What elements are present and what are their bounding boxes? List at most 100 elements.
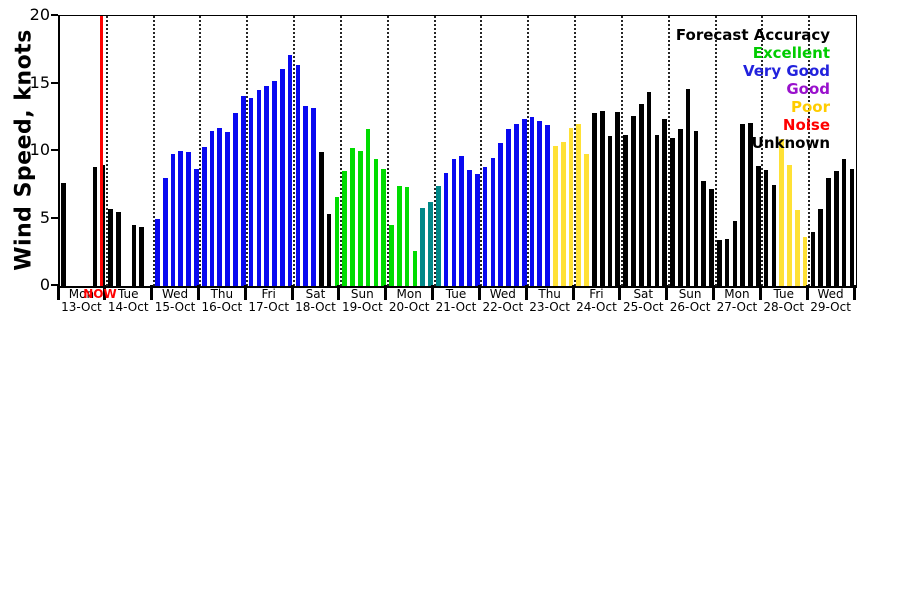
day-gridline [199, 16, 202, 286]
x-weekday-label: Tue [117, 287, 139, 301]
x-weekday-label: Sun [350, 287, 374, 301]
forecast-bar [537, 121, 543, 286]
forecast-bar [724, 238, 730, 286]
forecast-bar [646, 91, 652, 286]
forecast-bar [396, 186, 402, 286]
day-gridline [620, 16, 623, 286]
x-weekday-label: Tue [773, 287, 795, 301]
day-boundary-tick [290, 285, 294, 300]
forecast-bar [264, 86, 269, 286]
forecast-bar [295, 64, 301, 286]
forecast-bar [514, 124, 519, 286]
forecast-bar [194, 168, 199, 286]
day-boundary-tick [618, 285, 622, 300]
x-date-label: 16-Oct [201, 300, 243, 314]
day-boundary-tick [196, 285, 200, 300]
x-weekday-label: Thu [210, 287, 234, 301]
x-date-label: 14-Oct [107, 300, 149, 314]
forecast-bar [693, 130, 699, 286]
day-boundary-tick [805, 285, 809, 300]
day-gridline [574, 16, 577, 286]
forecast-bar [748, 122, 753, 286]
now-label: NOW [83, 287, 117, 301]
forecast-bar [342, 171, 348, 286]
forecast-bar [732, 221, 738, 286]
forecast-bar [217, 128, 223, 286]
day-boundary-tick [337, 285, 341, 300]
forecast-bar [545, 125, 550, 286]
forecast-bar [740, 124, 746, 286]
forecast-bar [685, 88, 691, 286]
day-gridline [105, 16, 108, 286]
x-weekday-label: Tue [445, 287, 467, 301]
forecast-bar [794, 210, 800, 286]
forecast-bar [162, 178, 168, 286]
forecast-bar [677, 129, 683, 286]
forecast-bar [631, 115, 636, 286]
y-tick-label: 15 [29, 72, 50, 92]
x-date-label: 13-Oct [61, 300, 102, 314]
forecast-bar [209, 130, 215, 286]
forecast-bar [529, 117, 535, 286]
y-tick-label: 0 [39, 275, 50, 294]
forecast-bar [201, 146, 207, 286]
x-weekday-label: Sat [633, 287, 654, 301]
forecast-bar [326, 214, 332, 286]
day-gridline [293, 16, 296, 286]
day-gridline [480, 16, 483, 286]
forecast-bar [420, 207, 426, 286]
forecast-bar [701, 180, 706, 286]
forecast-bar [155, 218, 160, 286]
forecast-bar [256, 90, 262, 286]
y-tick-mark [51, 216, 58, 219]
legend-title: Forecast Accuracy [675, 26, 830, 44]
x-weekday-label: Sun [678, 287, 702, 301]
forecast-bar [357, 151, 363, 286]
x-weekday-label: Wed [817, 287, 844, 301]
forecast-bar [654, 134, 660, 286]
forecast-bar [490, 157, 496, 286]
day-boundary-tick [665, 285, 669, 300]
y-tick-mark [51, 81, 58, 84]
y-tick-mark [51, 149, 58, 151]
forecast-bar [553, 145, 558, 286]
forecast-bar [482, 167, 488, 286]
y-tick-mark [51, 14, 58, 16]
x-date-label: 18-Oct [295, 300, 336, 314]
forecast-bar [506, 129, 511, 286]
day-gridline [667, 16, 670, 286]
forecast-bar [560, 141, 566, 286]
forecast-bar [771, 184, 777, 286]
forecast-bar [272, 80, 277, 286]
forecast-bar [592, 113, 597, 286]
forecast-bar [428, 202, 433, 286]
forecast-bar [443, 172, 449, 286]
forecast-bar [116, 211, 121, 286]
day-boundary-tick [384, 285, 388, 300]
forecast-bar [607, 136, 613, 286]
day-gridline [527, 16, 530, 286]
forecast-bar [779, 138, 785, 286]
day-gridline [808, 16, 811, 286]
forecast-bar [225, 132, 230, 286]
forecast-bar [709, 188, 714, 286]
forecast-bar [475, 173, 480, 286]
day-gridline [433, 16, 436, 286]
legend: Forecast Accuracy Excellent Very Good Good… [676, 26, 830, 152]
forecast-bar [131, 225, 137, 286]
legend-item-poor: Poor [790, 98, 830, 116]
forecast-bar [373, 159, 379, 286]
x-date-label: 15-Oct [154, 300, 196, 314]
forecast-bar [576, 124, 582, 286]
forecast-bar [279, 68, 285, 286]
now-line [99, 16, 103, 286]
forecast-bar [334, 196, 340, 286]
forecast-bar [61, 183, 67, 286]
day-gridline [761, 16, 764, 286]
forecast-bar [186, 152, 191, 286]
forecast-bar [670, 137, 675, 286]
forecast-bar [716, 240, 722, 286]
x-date-label: 24-Oct [576, 300, 617, 314]
forecast-bar [849, 168, 855, 286]
forecast-bar [350, 148, 355, 286]
